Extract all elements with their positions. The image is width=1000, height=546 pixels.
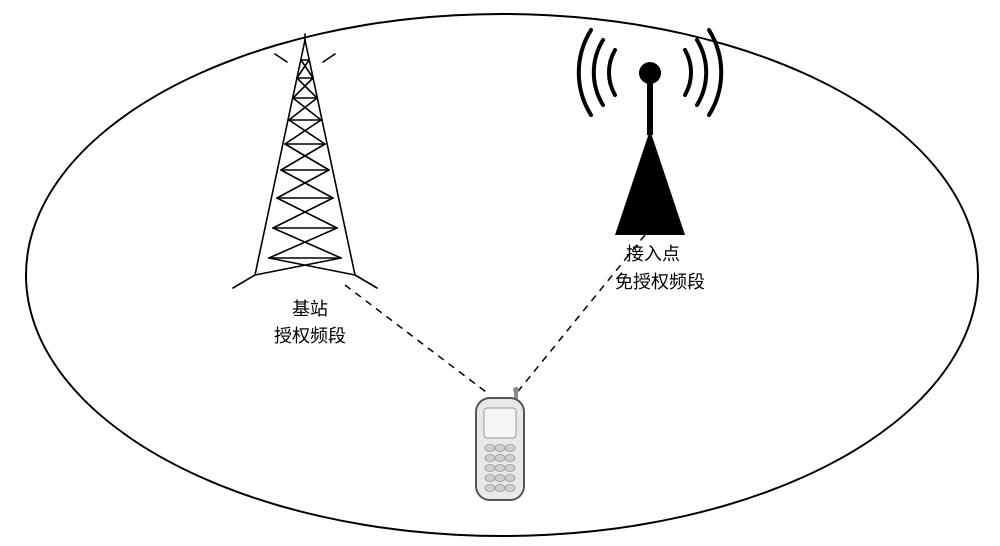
diagram-stage: 基站 授权频段 接入点 免授权频段: [0, 0, 1000, 546]
ue-phone-icon: [470, 388, 532, 506]
link-bs-ue: [345, 285, 490, 395]
link-ap-ue: [515, 235, 645, 395]
